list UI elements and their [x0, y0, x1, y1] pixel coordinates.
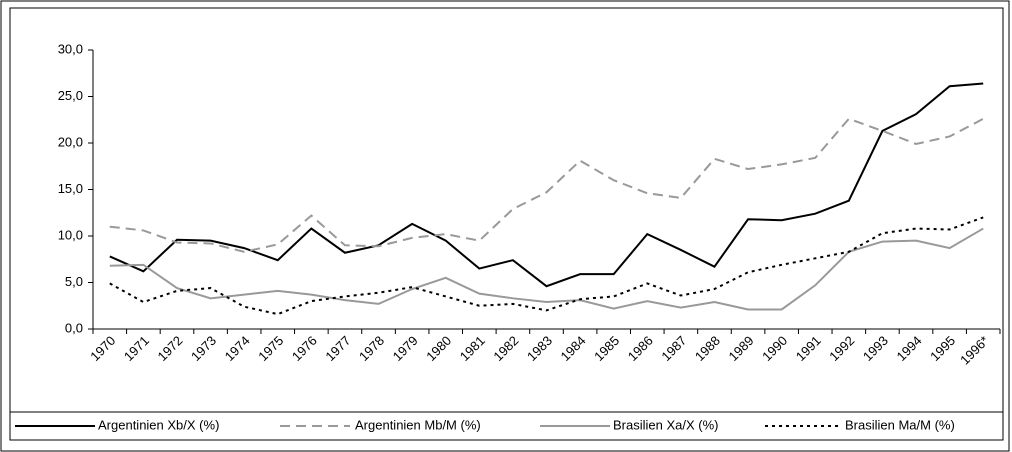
y-tick-label: 5,0 [65, 274, 83, 289]
legend-label: Argentinien Mb/M (%) [355, 417, 481, 432]
y-tick-label: 20,0 [58, 134, 83, 149]
legend-label: Brasilien Ma/M (%) [845, 417, 955, 432]
y-tick-label: 30,0 [58, 41, 83, 56]
y-tick-label: 25,0 [58, 88, 83, 103]
y-tick-label: 15,0 [58, 181, 83, 196]
y-tick-label: 10,0 [58, 227, 83, 242]
series-line [109, 216, 984, 316]
series-line [109, 227, 984, 311]
y-tick-label: 0,0 [65, 320, 83, 335]
legend-label: Brasilien Xa/X (%) [613, 417, 718, 432]
series-line [109, 82, 984, 288]
legend-box [9, 411, 1004, 441]
series-line [109, 117, 984, 253]
legend-label: Argentinien Xb/X (%) [98, 417, 219, 432]
